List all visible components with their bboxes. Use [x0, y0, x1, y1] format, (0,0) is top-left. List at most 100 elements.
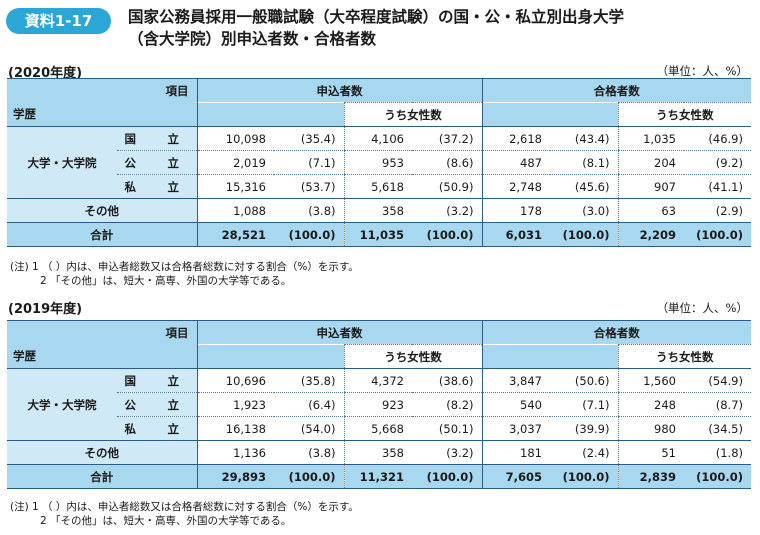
table-row: 大学・大学院 国 立 10,696 (35.8) 4,372 (38.6) 3,…: [7, 368, 751, 441]
header-applicants: 申込者数: [196, 320, 482, 345]
cell: 1,560: [617, 368, 684, 393]
cell: 358: [343, 440, 412, 465]
cell: (3.2): [446, 203, 474, 218]
header-spacer: [481, 344, 618, 369]
header-item: 項目: [7, 78, 197, 103]
page-title-line2: （含大学院）別申込者数・合格者数: [128, 30, 377, 48]
header-row-2: 学歴 うち女性数 うち女性数: [7, 344, 751, 369]
cell: (100.0): [684, 222, 751, 247]
cell: 3,037: [481, 416, 550, 441]
cell: 51: [617, 440, 684, 465]
cell: 980: [617, 416, 684, 441]
page-title: 国家公務員採用一般職試験（大卒程度試験）の国・公・私立別出身大学 （含大学院）別…: [128, 6, 748, 50]
header-female-passers: うち女性数: [617, 102, 751, 127]
cell: (8.6): [412, 150, 482, 175]
cell: (8.7): [684, 392, 751, 417]
cell: 10,696: [196, 368, 274, 393]
cell: (100.0): [550, 464, 618, 489]
cell: 5,618: [343, 174, 412, 199]
header-spacer: [196, 344, 344, 369]
cell: 178: [481, 198, 550, 223]
header-female-applicants: うち女性数: [343, 344, 482, 369]
table-2019: 項目 申込者数 合格者数 学歴 うち女性数 うち女性数 大学・大学院 国 立 1…: [7, 320, 751, 489]
cell: (3.2): [446, 445, 474, 460]
cell: 5,668: [343, 416, 412, 441]
unit-label-2019: （単位：人、%）: [656, 301, 748, 315]
cell: 1,088: [196, 198, 274, 223]
cell: 6,031: [481, 222, 550, 247]
cell: (6.4): [274, 392, 344, 417]
year-label-2019: (2019年度): [8, 302, 83, 317]
cell: (8.1): [550, 150, 618, 175]
cell: (7.1): [550, 392, 618, 417]
header-education: 学歴: [7, 102, 197, 127]
cell: 28,521: [196, 222, 274, 247]
cell: 3,847: [481, 368, 550, 393]
table-row: 私 立 15,316 (53.7) 5,618 (50.9) 2,748 (45…: [7, 174, 751, 199]
cell: (54.9): [684, 368, 751, 393]
cell: 11,035: [343, 222, 412, 247]
header-female-applicants: うち女性数: [343, 102, 482, 127]
cell: 10,098: [196, 126, 274, 151]
page-title-line1: 国家公務員採用一般職試験（大卒程度試験）の国・公・私立別出身大学: [128, 8, 625, 26]
header-applicants: 申込者数: [196, 78, 482, 103]
cell: 16,138: [196, 416, 274, 441]
table-row: 大学・大学院 国 立 10,098 (35.4) 4,106 (37.2) 2,…: [7, 126, 751, 199]
cell: 1,923: [196, 392, 274, 417]
cell: (38.6): [412, 368, 482, 393]
cell: 953: [343, 150, 412, 175]
header-spacer: [481, 102, 618, 127]
header-education: 学歴: [7, 344, 197, 369]
row-label-other: その他: [7, 198, 197, 223]
note-2: 2 「その他」は、短大・高専、外国の大学等である。: [40, 515, 292, 527]
cell: (35.4): [274, 126, 344, 151]
cell: 2,618: [481, 126, 550, 151]
cell: (41.1): [684, 174, 751, 199]
header-row-1: 項目 申込者数 合格者数: [7, 78, 751, 103]
cell: 1,035: [617, 126, 684, 151]
row-label-total: 合計: [7, 222, 197, 247]
cell: (54.0): [274, 416, 344, 441]
row-label-private: 私 立: [117, 416, 197, 441]
cell: (100.0): [274, 222, 344, 247]
total-row: 合計 29,893 (100.0) 11,321 (100.0) 7,605 (…: [7, 464, 751, 489]
notes-2020: (注) 1 （ ）内は、申込者総数又は合格者総数に対する割合（%）を示す。 2 …: [10, 260, 359, 288]
row-label-university: 大学・大学院: [7, 126, 117, 199]
cell: 358: [343, 198, 412, 223]
cell: (8.2): [412, 392, 482, 417]
note-1: (注) 1 （ ）内は、申込者総数又は合格者総数に対する割合（%）を示す。: [10, 501, 359, 513]
header-spacer: [196, 102, 344, 127]
cell: (46.9): [684, 126, 751, 151]
cell: (100.0): [412, 464, 482, 489]
header-passers: 合格者数: [481, 320, 751, 345]
cell: (3.0): [582, 203, 610, 218]
header-row-1: 項目 申込者数 合格者数: [7, 320, 751, 345]
notes-2019: (注) 1 （ ）内は、申込者総数又は合格者総数に対する割合（%）を示す。 2 …: [10, 500, 359, 528]
header-item: 項目: [7, 320, 197, 345]
note-1: (注) 1 （ ）内は、申込者総数又は合格者総数に対する割合（%）を示す。: [10, 261, 359, 273]
cell: (39.9): [550, 416, 618, 441]
cell: (50.6): [550, 368, 618, 393]
cell: (34.5): [684, 416, 751, 441]
cell: (100.0): [274, 464, 344, 489]
title-row: 資料1-17 国家公務員採用一般職試験（大卒程度試験）の国・公・私立別出身大学 …: [6, 6, 754, 54]
cell: 4,106: [343, 126, 412, 151]
cell: 204: [617, 150, 684, 175]
cell: (3.8): [308, 203, 336, 218]
row-label-university: 大学・大学院: [7, 368, 117, 441]
cell: 2,019: [196, 150, 274, 175]
cell: 2,839: [617, 464, 684, 489]
cell: (43.4): [550, 126, 618, 151]
cell: (35.8): [274, 368, 344, 393]
cell: 11,321: [343, 464, 412, 489]
cell: (100.0): [550, 222, 618, 247]
cell: (100.0): [412, 222, 482, 247]
cell: 29,893: [196, 464, 274, 489]
cell: 2,209: [617, 222, 684, 247]
cell: 540: [481, 392, 550, 417]
unit-label-2020: （単位：人、%）: [656, 64, 748, 78]
cell: 15,316: [196, 174, 274, 199]
total-row: 合計 28,521 (100.0) 11,035 (100.0) 6,031 (…: [7, 222, 751, 247]
row-label-public: 公 立: [117, 392, 197, 417]
cell: (50.1): [412, 416, 482, 441]
